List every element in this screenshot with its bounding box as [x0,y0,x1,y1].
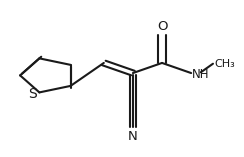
Text: N: N [128,130,138,143]
Text: NH: NH [192,68,210,81]
Text: CH₃: CH₃ [214,59,235,69]
Text: S: S [28,87,37,101]
Text: O: O [157,20,167,33]
